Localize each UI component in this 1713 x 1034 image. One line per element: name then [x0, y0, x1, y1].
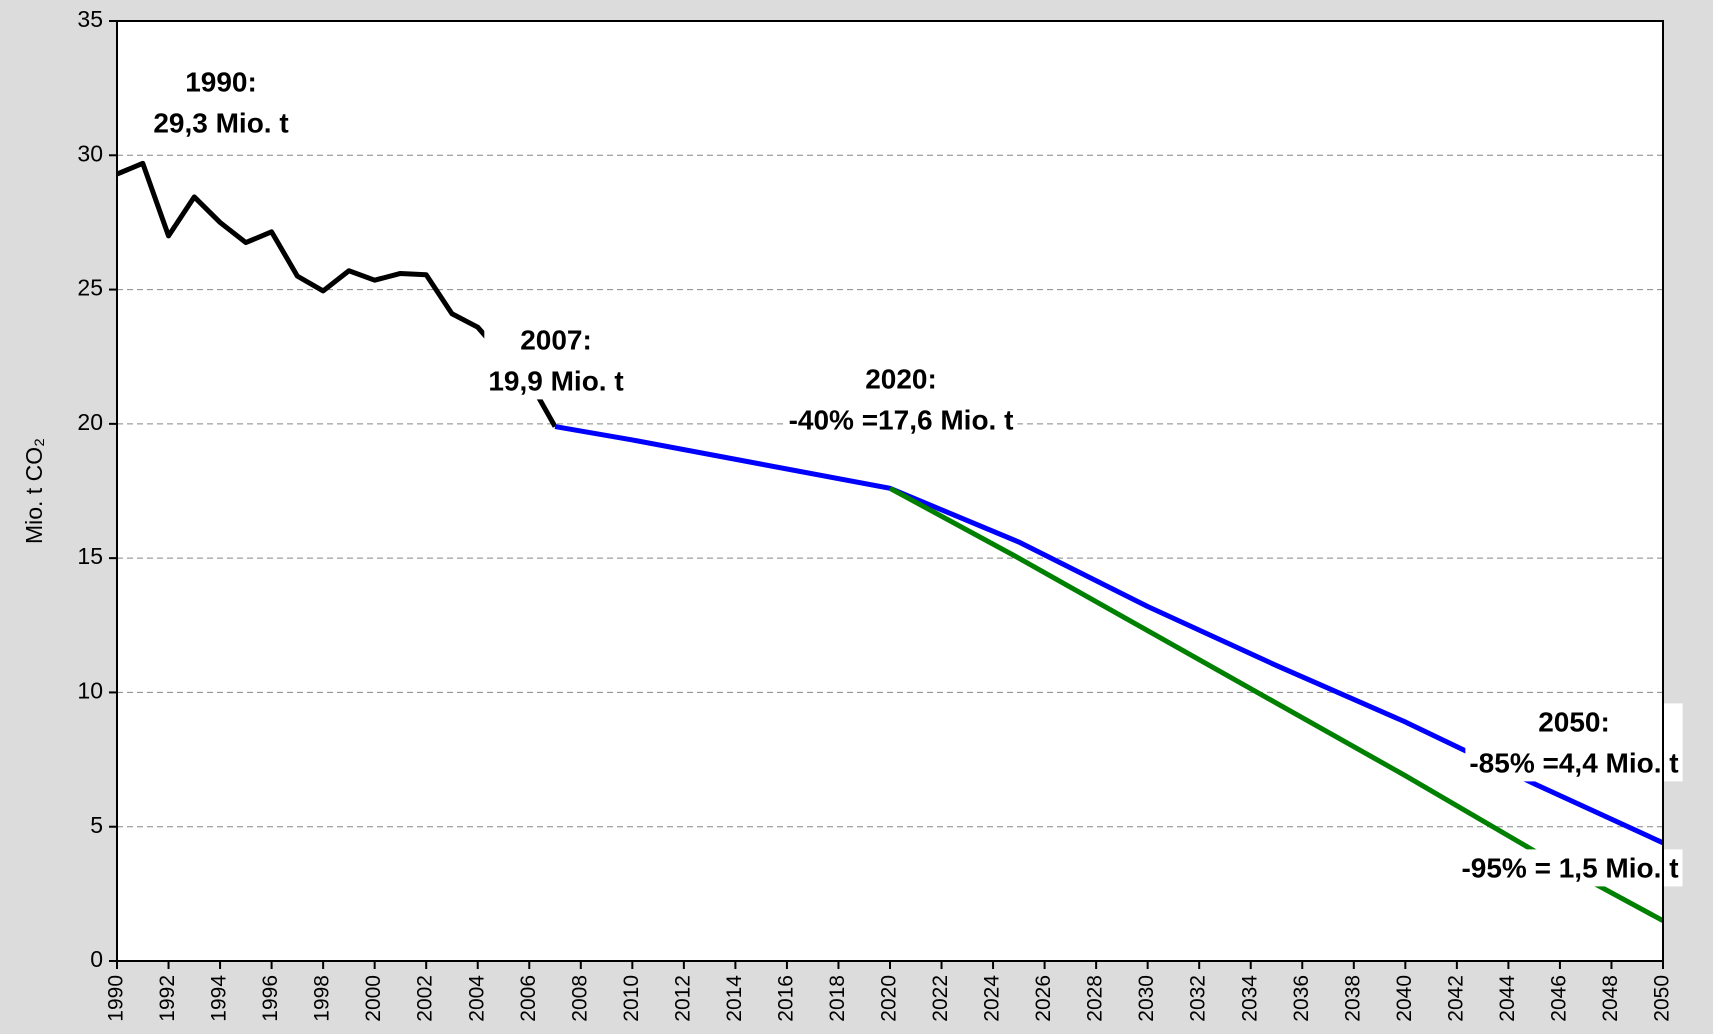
x-tick-label: 2032 — [1187, 975, 1210, 1022]
annotation-text: 1990: — [185, 66, 257, 97]
y-tick-label: 10 — [77, 678, 103, 704]
x-tick-label: 2046 — [1547, 975, 1570, 1022]
annotation-text: -85% =4,4 Mio. t — [1469, 747, 1678, 778]
annotation-text: 2020: — [865, 363, 937, 394]
x-tick-label: 2002 — [414, 975, 437, 1022]
x-tick-label: 1996 — [259, 975, 282, 1022]
annotation: -95% = 1,5 Mio. t — [1457, 849, 1683, 887]
x-tick-label: 2042 — [1444, 975, 1467, 1022]
x-tick-label: 2026 — [1032, 975, 1055, 1022]
x-tick-label: 2022 — [929, 975, 952, 1022]
x-tick-label: 1992 — [156, 975, 179, 1022]
y-tick-label: 5 — [90, 812, 103, 838]
annotation-text: 29,3 Mio. t — [153, 107, 288, 138]
x-tick-label: 2030 — [1135, 975, 1158, 1022]
y-tick-label: 35 — [77, 6, 103, 32]
annotation-background — [784, 360, 1018, 439]
annotation: 2007: 19,9 Mio. t — [484, 321, 628, 400]
x-tick-label: 2050 — [1651, 975, 1674, 1022]
x-tick-label: 2048 — [1599, 975, 1622, 1022]
annotation: 2020: -40% =17,6 Mio. t — [784, 360, 1018, 439]
x-tick-label: 2014 — [723, 975, 746, 1022]
line-series — [116, 160, 558, 428]
annotation-text: -95% = 1,5 Mio. t — [1461, 852, 1678, 883]
x-tick-label: 1994 — [208, 975, 231, 1022]
annotation: 1990: 29,3 Mio. t — [149, 63, 293, 142]
y-tick-label: 25 — [77, 275, 103, 301]
x-tick-label: 1998 — [311, 975, 334, 1022]
x-tick-label: 2018 — [826, 975, 849, 1022]
x-tick-label: 2016 — [774, 975, 797, 1022]
annotation-background — [1465, 703, 1683, 782]
y-tick-label: 20 — [77, 409, 103, 435]
y-tick-label: 30 — [77, 140, 103, 166]
x-tick-label: 2040 — [1393, 975, 1416, 1022]
y-axis-label: Mio. t CO₂ — [21, 438, 47, 544]
x-tick-label: 2028 — [1084, 975, 1107, 1022]
annotation-text: -40% =17,6 Mio. t — [789, 404, 1014, 435]
x-tick-label: 2008 — [568, 975, 591, 1022]
x-tick-label: 2044 — [1496, 975, 1519, 1022]
annotation-background — [484, 321, 628, 400]
x-tick-label: 2034 — [1238, 975, 1261, 1022]
y-tick-label: 0 — [90, 946, 103, 972]
x-tick-label: 2000 — [362, 975, 385, 1022]
x-tick-label: 2010 — [620, 975, 643, 1022]
x-tick-label: 2036 — [1290, 975, 1313, 1022]
x-tick-label: 2038 — [1341, 975, 1364, 1022]
annotation-text: 19,9 Mio. t — [488, 365, 623, 396]
x-tick-label: 2024 — [981, 975, 1004, 1022]
x-tick-label: 2012 — [671, 975, 694, 1022]
x-tick-label: 2004 — [465, 975, 488, 1022]
annotation-background — [149, 63, 293, 142]
annotation-text: 2050: — [1538, 706, 1610, 737]
x-tick-label: 1990 — [105, 975, 128, 1022]
annotation: 2050: -85% =4,4 Mio. t — [1465, 703, 1683, 782]
y-tick-label: 15 — [77, 543, 103, 569]
annotation-background — [1457, 849, 1683, 887]
annotation-text: 2007: — [520, 324, 592, 355]
x-tick-label: 2020 — [878, 975, 901, 1022]
x-tick-label: 2006 — [517, 975, 540, 1022]
